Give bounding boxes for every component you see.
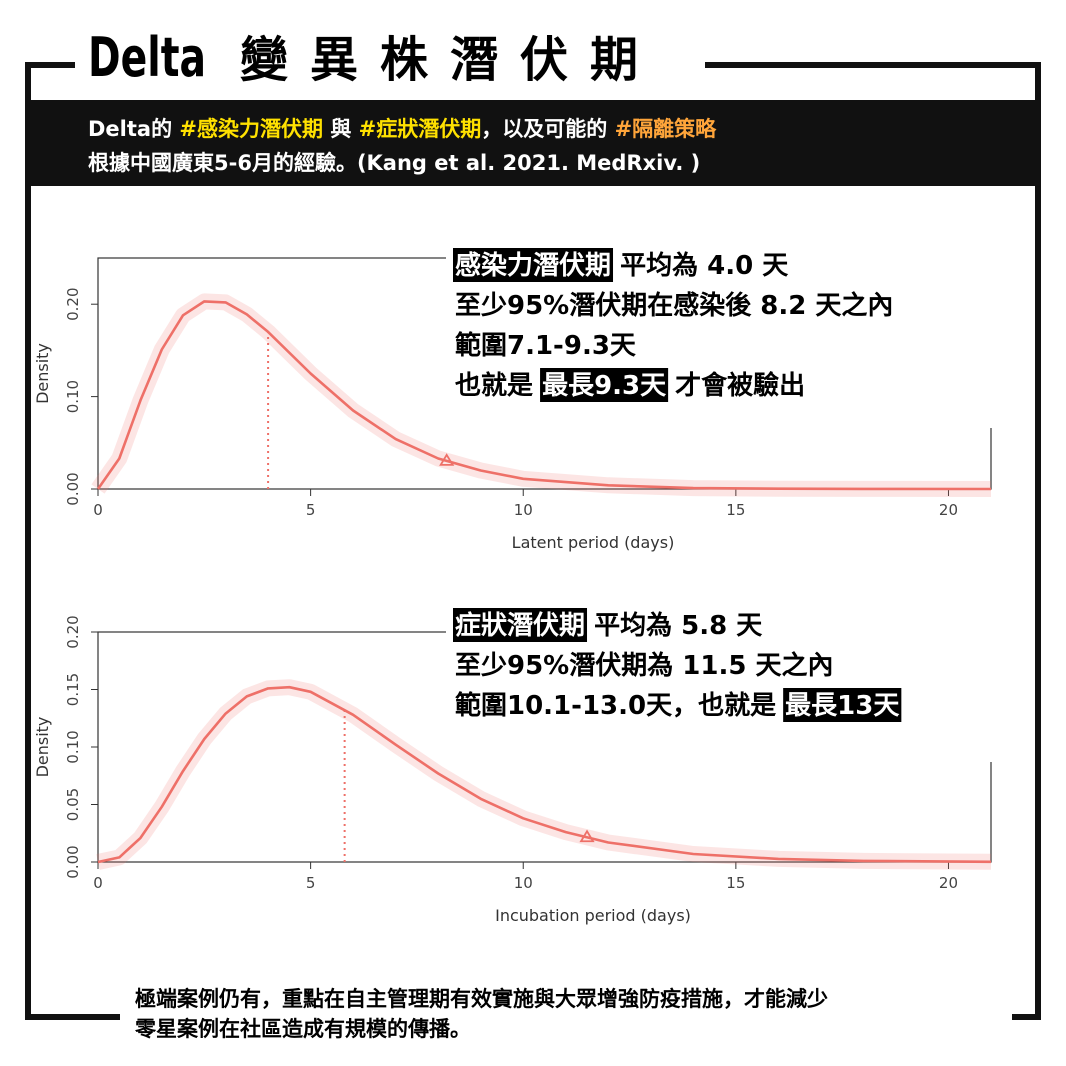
subtitle-segment: ，以及可能的 (481, 117, 614, 141)
annotation-text: 範圍7.1-9.3天 (455, 330, 636, 361)
x-tick-label: 15 (726, 874, 745, 892)
annotation-text: 症狀潛伏期 (455, 610, 585, 641)
x-tick-label: 15 (726, 501, 745, 519)
x-axis-label: Latent period (days) (512, 533, 675, 552)
annotation-text: 平均為 5.8 天 (585, 611, 762, 641)
annotation-text: 至少95%潛伏期為 11.5 天之內 (455, 650, 834, 681)
y-tick-label: 0.20 (64, 287, 82, 320)
subtitle-line: 根據中國廣東5-6月的經驗。(Kang et al. 2021. MedRxiv… (88, 151, 700, 175)
title: Delta (88, 26, 206, 89)
annotation-highlight (453, 248, 614, 282)
p95-marker (439, 453, 455, 466)
x-tick-label: 0 (93, 874, 103, 892)
x-tick-label: 20 (939, 874, 958, 892)
y-tick-label: 0.10 (64, 380, 82, 413)
x-tick-label: 10 (514, 501, 533, 519)
subtitle-segment: 與 (323, 117, 359, 141)
annotation-text: 至少95%潛伏期在感染後 8.2 天之內 (455, 290, 893, 321)
annotation-text: 最長9.3天 (542, 371, 666, 401)
y-tick-label: 0.15 (64, 673, 82, 706)
title-cjk: 變異株潛伏期 (240, 32, 660, 88)
footer-line: 零星案例在社區造成有規模的傳播。 (134, 1017, 471, 1041)
subtitle-segment: #症狀潛伏期 (359, 117, 482, 141)
x-tick-label: 5 (306, 874, 316, 892)
y-axis-label: Density (33, 343, 52, 404)
annotation-text: 感染力潛伏期 (455, 251, 611, 281)
y-axis-label: Density (33, 717, 52, 778)
annotation-highlight (540, 368, 669, 402)
x-tick-label: 5 (306, 501, 316, 519)
y-tick-label: 0.05 (64, 788, 82, 821)
annotation-text: 範圍10.1-13.0天，也就是 (455, 690, 785, 721)
x-tick-label: 20 (939, 501, 958, 519)
y-tick-label: 0.20 (64, 615, 82, 648)
frame-right (1035, 62, 1041, 1020)
subtitle-line: Delta的 #感染力潛伏期 與 #症狀潛伏期，以及可能的 #隔離策略 (88, 117, 717, 141)
density-curve (96, 300, 992, 491)
frame-top-left (25, 62, 75, 68)
frame-bottom-right (1012, 1014, 1041, 1020)
subtitle-segment: #感染力潛伏期 (179, 117, 323, 141)
subtitle-segment: 根據中國廣東5-6月的經驗。(Kang et al. 2021. MedRxiv… (88, 151, 700, 175)
annotation-highlight (783, 688, 902, 722)
annotation-text: 也就是 (455, 371, 542, 401)
annotation-text: 平均為 4.0 天 (611, 251, 788, 281)
x-tick-label: 10 (514, 874, 533, 892)
p95-marker (579, 829, 595, 843)
y-tick-label: 0.00 (64, 472, 82, 505)
density-curve (97, 685, 992, 864)
annotation-text: 最長13天 (785, 691, 899, 721)
x-tick-label: 0 (93, 501, 103, 519)
annotation-text: 才會被驗出 (666, 370, 805, 401)
frame (25, 62, 1041, 1020)
x-axis-label: Incubation period (days) (495, 906, 691, 925)
footer-line: 極端案例仍有，重點在自主管理期有效實施與大眾增強防疫措施，才能減少 (135, 987, 828, 1011)
frame-left (25, 62, 31, 1020)
subtitle-segment: Delta的 (88, 117, 179, 141)
y-tick-label: 0.00 (64, 845, 82, 878)
banner (28, 100, 1038, 186)
subtitle-segment: #隔離策略 (615, 117, 718, 141)
frame-bottom-left (25, 1014, 120, 1020)
frame-top-right (705, 62, 1041, 68)
annotation-highlight (453, 608, 588, 642)
y-tick-label: 0.10 (64, 730, 82, 763)
